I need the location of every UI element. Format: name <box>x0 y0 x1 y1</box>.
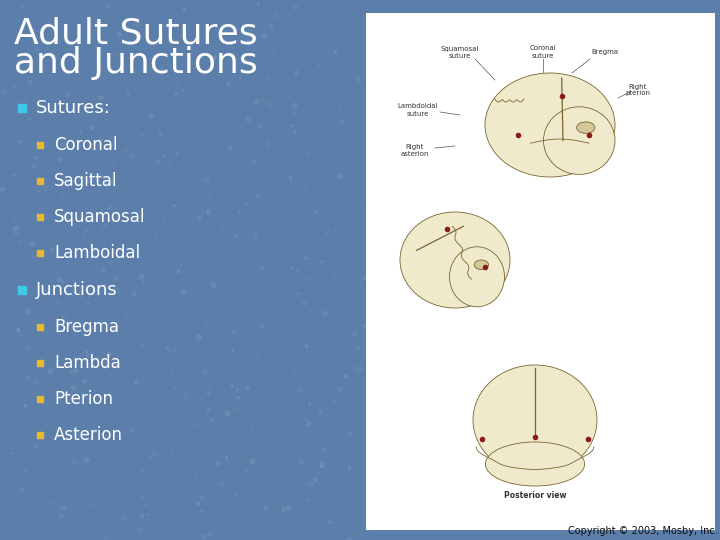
Text: Adult Sutures: Adult Sutures <box>14 16 258 50</box>
Ellipse shape <box>544 107 615 174</box>
Ellipse shape <box>485 442 585 486</box>
Text: Right
pterion: Right pterion <box>626 84 650 97</box>
Text: Coronal
suture: Coronal suture <box>530 45 557 58</box>
Text: Asterion: Asterion <box>54 426 123 444</box>
Text: Lamboidal: Lamboidal <box>54 244 140 262</box>
Text: Bregma: Bregma <box>54 318 119 336</box>
Text: Coronal: Coronal <box>54 136 117 154</box>
Ellipse shape <box>474 260 489 269</box>
Ellipse shape <box>577 122 595 133</box>
Text: Squamosal: Squamosal <box>54 208 145 226</box>
Bar <box>366 13 715 530</box>
Text: Right
asterion: Right asterion <box>401 144 429 157</box>
Ellipse shape <box>485 73 615 177</box>
Ellipse shape <box>400 212 510 308</box>
Text: Sagittal: Sagittal <box>54 172 117 190</box>
Text: and Junctions: and Junctions <box>14 46 258 80</box>
Text: Bregma: Bregma <box>591 49 618 55</box>
Ellipse shape <box>449 247 505 307</box>
Text: Lambda: Lambda <box>54 354 121 372</box>
Text: Pterion: Pterion <box>54 390 113 408</box>
Text: Lambdoidal
suture: Lambdoidal suture <box>397 104 438 117</box>
Text: Junctions: Junctions <box>36 281 118 299</box>
Ellipse shape <box>473 365 597 475</box>
Text: Copyright © 2003, Mosby, Inc.: Copyright © 2003, Mosby, Inc. <box>568 526 718 536</box>
Text: Squamosal
suture: Squamosal suture <box>441 45 480 58</box>
Text: Sutures:: Sutures: <box>36 99 111 117</box>
Text: Posterior view: Posterior view <box>504 491 566 501</box>
